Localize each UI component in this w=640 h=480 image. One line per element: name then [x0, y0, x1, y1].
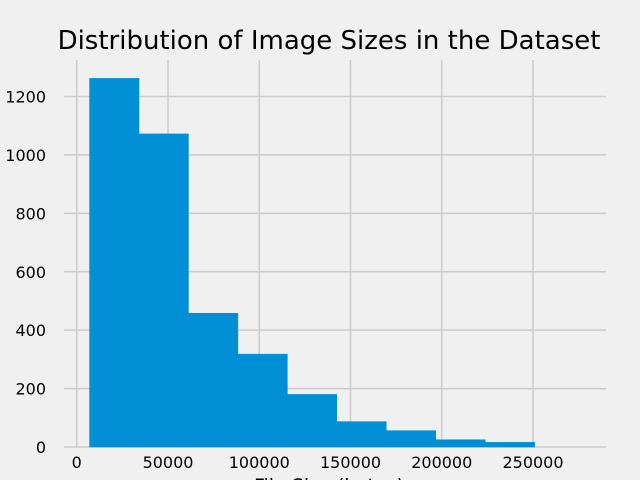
histogram-bar-8	[435, 439, 486, 448]
y-tick-label: 400	[15, 321, 46, 340]
x-tick-label: 100000	[229, 453, 290, 472]
x-axis-label: File Size (bytes)	[254, 475, 404, 480]
histogram-bar-7	[386, 430, 436, 448]
histogram-bar-9	[484, 442, 535, 448]
x-tick-label: 150000	[320, 453, 381, 472]
chart-title: Distribution of Image Sizes in the Datas…	[58, 26, 601, 56]
histogram-bar-6	[336, 421, 387, 448]
x-tick-label: 0	[72, 453, 82, 472]
histogram-bar-2	[138, 133, 189, 448]
bars-layer	[89, 78, 535, 448]
x-tick-label: 250000	[502, 453, 563, 472]
y-tick-label: 800	[15, 204, 46, 223]
histogram-bar-3	[188, 312, 239, 448]
y-tick-label: 0	[36, 438, 46, 457]
y-tick-label: 1200	[5, 88, 46, 107]
x-tick-labels: 0 50000 100000 150000 200000 250000	[72, 453, 564, 472]
y-tick-label: 200	[15, 380, 46, 399]
x-tick-label: 50000	[143, 453, 194, 472]
histogram-bar-1	[89, 78, 140, 448]
y-tick-label: 600	[15, 263, 46, 282]
y-tick-labels: 0 200 400 600 800 1000 1200	[5, 88, 46, 457]
histogram-bar-5	[287, 394, 338, 448]
histogram-bar-4	[237, 353, 288, 448]
y-tick-label: 1000	[5, 146, 46, 165]
x-tick-label: 200000	[411, 453, 472, 472]
